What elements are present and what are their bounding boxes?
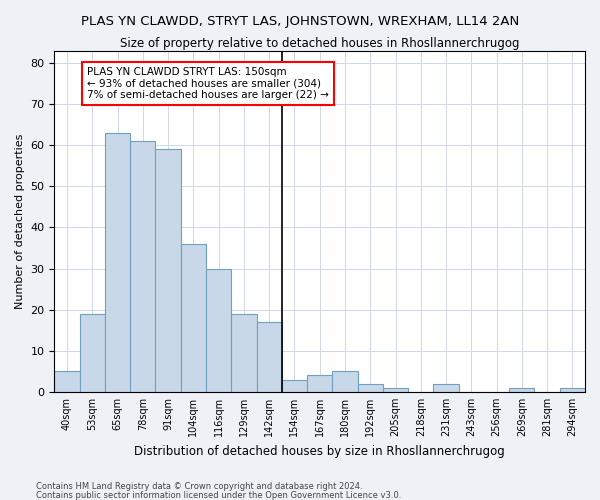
Bar	[130, 141, 155, 392]
Text: Contains public sector information licensed under the Open Government Licence v3: Contains public sector information licen…	[36, 490, 401, 500]
Bar	[155, 149, 181, 392]
Text: Contains HM Land Registry data © Crown copyright and database right 2024.: Contains HM Land Registry data © Crown c…	[36, 482, 362, 491]
Bar	[55, 372, 80, 392]
Bar	[80, 314, 105, 392]
Bar	[206, 268, 231, 392]
Text: PLAS YN CLAWDD STRYT LAS: 150sqm
← 93% of detached houses are smaller (304)
7% o: PLAS YN CLAWDD STRYT LAS: 150sqm ← 93% o…	[87, 67, 329, 100]
Bar	[509, 388, 535, 392]
Bar	[383, 388, 408, 392]
Bar	[257, 322, 282, 392]
Bar	[433, 384, 458, 392]
Bar	[231, 314, 257, 392]
Bar	[560, 388, 585, 392]
Y-axis label: Number of detached properties: Number of detached properties	[15, 134, 25, 309]
Bar	[332, 372, 358, 392]
Title: Size of property relative to detached houses in Rhosllannerchrugog: Size of property relative to detached ho…	[120, 38, 520, 51]
Text: PLAS YN CLAWDD, STRYT LAS, JOHNSTOWN, WREXHAM, LL14 2AN: PLAS YN CLAWDD, STRYT LAS, JOHNSTOWN, WR…	[81, 15, 519, 28]
Bar	[358, 384, 383, 392]
X-axis label: Distribution of detached houses by size in Rhosllannerchrugog: Distribution of detached houses by size …	[134, 444, 505, 458]
Bar	[282, 380, 307, 392]
Bar	[105, 133, 130, 392]
Bar	[181, 244, 206, 392]
Bar	[307, 376, 332, 392]
